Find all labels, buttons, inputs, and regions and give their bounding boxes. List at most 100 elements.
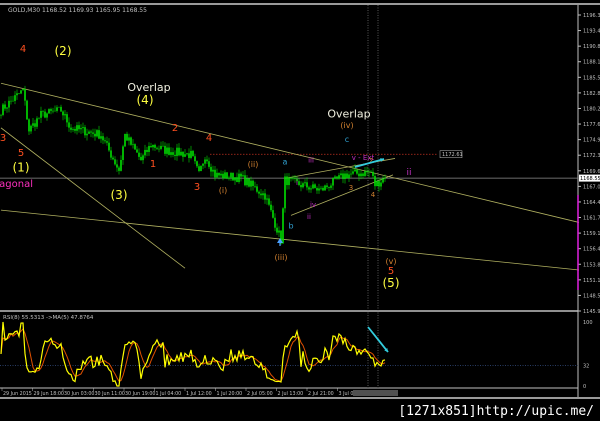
- level-label-box: [439, 150, 463, 158]
- rsi-tick-label: 0: [583, 384, 586, 390]
- candle-body: [2, 104, 4, 115]
- time-tick-label: 3 Jul 06:00: [339, 391, 365, 397]
- candle-body: [82, 127, 84, 129]
- wave-label: (v): [386, 257, 397, 266]
- candle-body: [46, 113, 48, 118]
- candle-body: [276, 227, 278, 233]
- candle-body: [254, 185, 256, 187]
- wave-label: 5: [388, 266, 394, 277]
- price-tick-label: 1169.67: [583, 169, 600, 175]
- candle-body: [286, 176, 288, 186]
- price-tick-label: 1151.17: [583, 278, 600, 284]
- candle-body: [98, 130, 100, 139]
- candle-body: [126, 133, 128, 141]
- candle-body: [16, 93, 18, 96]
- price-tick-label: 1190.82: [583, 44, 600, 50]
- wave-label: ii: [406, 168, 411, 178]
- candle-body: [134, 144, 136, 150]
- candle-body: [18, 93, 20, 94]
- time-tick-label: 29 Jun 2015: [3, 391, 32, 397]
- candle-body: [196, 161, 198, 167]
- candle-body: [308, 187, 310, 190]
- candle-body: [146, 149, 148, 152]
- candle-body: [220, 173, 222, 176]
- candle-body: [158, 148, 160, 150]
- level-label: 1172.61: [442, 152, 463, 158]
- candle-body: [30, 125, 32, 132]
- time-scroll-indicator: [353, 390, 398, 396]
- candle-body: [90, 131, 92, 133]
- candle-body: [280, 230, 282, 244]
- candle-body: [210, 166, 212, 172]
- candle-body: [232, 172, 234, 181]
- candle-body: [382, 178, 384, 183]
- candle-body: [298, 181, 300, 186]
- candle-body: [166, 147, 168, 154]
- wave-label: (ii): [248, 160, 259, 169]
- candle-body: [310, 188, 312, 190]
- candle-body: [136, 149, 138, 153]
- candle-body: [48, 109, 50, 114]
- wave-label: (5): [383, 276, 400, 290]
- candle-body: [168, 147, 170, 155]
- candle-body: [242, 175, 244, 177]
- candle-body: [342, 173, 344, 179]
- wave-label: (2): [55, 44, 72, 58]
- wave-label: 3: [0, 133, 6, 144]
- price-tick-label: 1159.12: [583, 231, 600, 237]
- candle-body: [346, 173, 348, 179]
- time-tick-label: 2 Jul 13:00: [278, 391, 304, 397]
- candle-body: [118, 167, 120, 171]
- candle-body: [266, 198, 268, 200]
- candle-body: [226, 172, 228, 179]
- candle-body: [302, 183, 304, 188]
- up-arrow: [354, 158, 385, 168]
- candle-body: [0, 114, 2, 116]
- candle-body: [76, 125, 78, 131]
- candle-body: [316, 187, 318, 191]
- wave-label: (iv): [340, 121, 353, 130]
- candle-body: [332, 177, 334, 186]
- candle-body: [352, 171, 354, 174]
- rsi-tick-label: 100: [583, 320, 593, 326]
- wave-label: (iii): [275, 253, 288, 262]
- candle-body: [72, 129, 74, 130]
- current-price-box: [579, 174, 600, 182]
- wave-label: iii: [308, 157, 314, 165]
- candle-body: [270, 204, 272, 211]
- candle-body: [190, 150, 192, 158]
- candle-body: [50, 109, 52, 111]
- candle-body: [234, 177, 236, 181]
- candle-body: [202, 163, 204, 166]
- candle-body: [88, 131, 90, 134]
- wave-label: 4: [206, 133, 212, 144]
- candle-body: [68, 122, 70, 128]
- rsi-line: [0, 321, 386, 387]
- price-tick-label: 1180.27: [583, 106, 600, 112]
- candle-body: [110, 150, 112, 158]
- candle-body: [152, 144, 154, 148]
- candle-body: [60, 106, 62, 112]
- rsi-title: RSI(8) 55.5313 ->MA(5) 47.8764: [3, 315, 94, 321]
- candle-body: [172, 152, 174, 155]
- candle-body: [312, 184, 314, 189]
- candle-body: [376, 181, 378, 187]
- candle-body: [236, 177, 238, 183]
- price-tick-label: 1167.02: [583, 184, 600, 190]
- time-tick-label: 1 Jul 04:00: [156, 391, 182, 397]
- candle-body: [112, 157, 114, 160]
- candle-body: [334, 176, 336, 178]
- candle-body: [356, 169, 358, 174]
- candle-body: [164, 145, 166, 154]
- candle-body: [176, 147, 178, 156]
- price-tick-label: 1161.77: [583, 216, 600, 222]
- candle-body: [306, 182, 308, 188]
- candle-body: [222, 173, 224, 179]
- up-arrow-head: [380, 158, 384, 162]
- candle-body: [160, 145, 162, 149]
- candle-body: [14, 95, 16, 101]
- wave-label: iv: [310, 201, 316, 209]
- candle-body: [370, 171, 372, 173]
- candle-body: [358, 173, 360, 177]
